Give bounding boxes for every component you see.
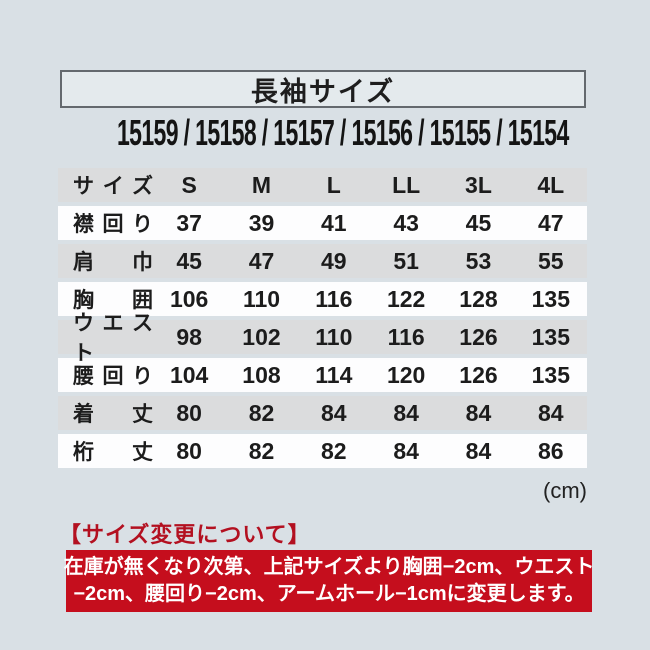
- cell-value: 116: [315, 285, 353, 312]
- row-label: サイズ: [73, 175, 153, 198]
- cell-value: 47: [248, 247, 275, 274]
- table-row-肩巾: 肩巾 45 47 49 51 53 55: [58, 244, 587, 278]
- title-box: 長袖サイズ: [60, 70, 586, 108]
- row-label: ウエスト: [73, 312, 153, 365]
- notice-box: 在庫が無くなり次第、上記サイズより胸囲−2cm、ウエスト −2cm、腰回り−2cm…: [63, 550, 595, 612]
- cell-value: 102: [242, 323, 281, 350]
- notice-heading: 【サイズ変更について】: [59, 522, 311, 547]
- table-row-ウエスト: ウエスト 98 102 110 116 126 135: [58, 312, 587, 365]
- cell-value: 114: [315, 361, 353, 388]
- cell-value: 43: [393, 209, 419, 236]
- row-label: 肩巾: [73, 251, 153, 274]
- cell-value: S: [181, 171, 197, 198]
- cell-value: 80: [176, 437, 202, 464]
- cell-value: 135: [531, 285, 570, 312]
- cell-value: 49: [321, 247, 347, 274]
- cell-value: 80: [176, 399, 202, 426]
- cell-value: 4L: [537, 171, 565, 198]
- cell-value: 37: [176, 209, 202, 236]
- page-title: 長袖サイズ: [250, 76, 396, 107]
- row-label: 桁丈: [73, 441, 153, 464]
- cell-value: 128: [459, 285, 498, 312]
- table-row-桁丈: 桁丈 80 82 82 84 84 86: [58, 434, 587, 468]
- table-row-襟回り: 襟回り 37 39 41 43 45 47: [58, 206, 587, 240]
- table-header-row: サイズ S M L LL 3L 4L: [58, 168, 587, 202]
- cell-value: 126: [459, 323, 498, 350]
- cell-value: 3L: [465, 171, 492, 198]
- cell-value: 55: [538, 247, 564, 274]
- cell-value: 106: [169, 285, 209, 312]
- cell-value: 126: [459, 361, 498, 388]
- cell-value: 135: [531, 323, 570, 350]
- cell-value: 120: [386, 361, 426, 388]
- table-row-着丈: 着丈 80 82 84 84 84 84: [58, 396, 587, 430]
- cell-value: 135: [531, 361, 570, 388]
- cell-value: 39: [248, 209, 275, 236]
- cell-value: 122: [386, 285, 426, 312]
- cell-value: L: [326, 171, 341, 198]
- cell-value: 82: [248, 399, 275, 426]
- notice-line-2: −2cm、腰回り−2cm、アームホール−1cmに変更します。: [73, 583, 585, 605]
- cell-value: 82: [321, 437, 347, 464]
- product-codes: 15159 / 15158 / 15157 / 15156 / 15155 / …: [117, 112, 569, 153]
- cell-value: 116: [387, 323, 425, 350]
- cell-value: 41: [321, 209, 347, 236]
- row-label: 腰回り: [73, 365, 153, 388]
- row-label: 襟回り: [73, 213, 153, 236]
- cell-value: LL: [392, 171, 421, 198]
- cell-value: 51: [393, 247, 419, 274]
- cell-value: 110: [242, 285, 281, 312]
- cell-value: 110: [315, 323, 353, 350]
- table-row-胸囲: 胸囲 106 110 116 122 128 135: [58, 282, 587, 316]
- cell-value: 47: [538, 209, 564, 236]
- cell-value: 84: [393, 437, 419, 464]
- cell-value: 45: [176, 247, 202, 274]
- row-label: 着丈: [73, 403, 153, 426]
- row-label: 胸囲: [73, 289, 153, 312]
- cell-value: 108: [242, 361, 281, 388]
- cell-value: 84: [393, 399, 419, 426]
- cell-value: 98: [176, 323, 202, 350]
- cell-value: 84: [465, 399, 492, 426]
- table-row-腰回り: 腰回り 104 108 114 120 126 135: [58, 358, 587, 392]
- cell-value: 82: [248, 437, 275, 464]
- cell-value: 104: [169, 361, 209, 388]
- cell-value: 84: [321, 399, 347, 426]
- cell-value: 84: [538, 399, 564, 426]
- unit-note: (cm): [543, 478, 587, 503]
- size-table: サイズ S M L LL 3L 4L 襟回り 37 39 41 43 45 47 肩巾 45 47 49 51 53 5…: [58, 168, 587, 472]
- notice-line-1: 在庫が無くなり次第、上記サイズより胸囲−2cm、ウエスト: [63, 556, 595, 578]
- cell-value: 53: [465, 247, 492, 274]
- cell-value: 86: [538, 437, 564, 464]
- cell-value: 45: [465, 209, 492, 236]
- cell-value: 84: [465, 437, 492, 464]
- cell-value: M: [251, 171, 272, 198]
